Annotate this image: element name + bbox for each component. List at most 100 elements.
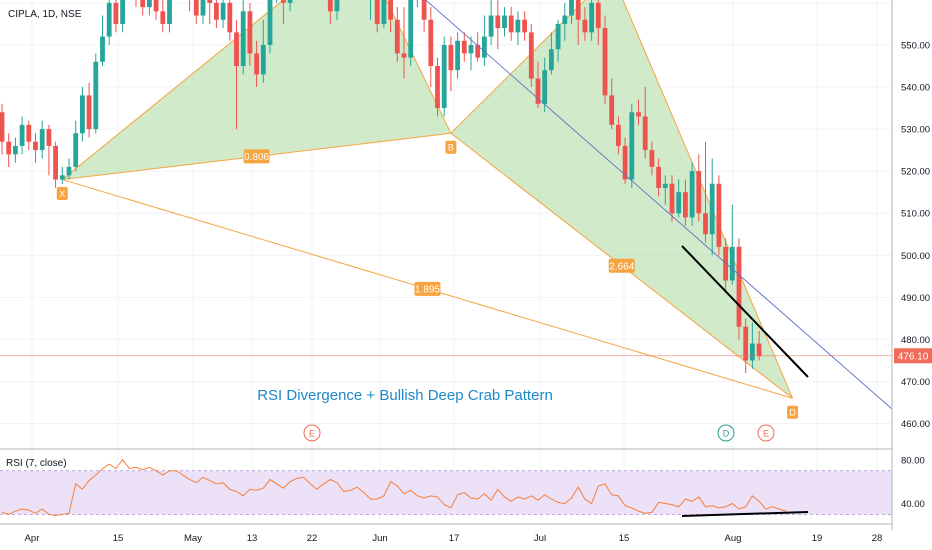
candle[interactable] [240, 0, 246, 75]
candle[interactable] [582, 7, 588, 41]
candle[interactable] [723, 238, 728, 294]
candle[interactable] [193, 0, 199, 24]
candle[interactable] [669, 175, 675, 222]
candle[interactable] [428, 7, 434, 88]
rsi-panel[interactable] [0, 458, 892, 517]
candle[interactable] [575, 0, 581, 45]
candle[interactable] [736, 238, 742, 340]
candle[interactable] [441, 36, 447, 117]
candle[interactable] [66, 158, 72, 180]
candle[interactable] [381, 0, 387, 29]
candle[interactable] [656, 158, 661, 197]
candle[interactable] [709, 158, 715, 256]
candle[interactable] [220, 0, 226, 29]
candle[interactable] [408, 0, 414, 66]
candle[interactable] [455, 32, 460, 79]
candle[interactable] [374, 0, 380, 33]
candle[interactable] [528, 23, 534, 88]
candle[interactable] [696, 154, 702, 222]
candle[interactable] [113, 0, 119, 33]
candle[interactable] [100, 15, 105, 66]
candle[interactable] [207, 0, 213, 24]
event-marker[interactable]: D [717, 424, 735, 442]
candle[interactable] [549, 32, 554, 75]
candle[interactable] [388, 0, 393, 33]
candle[interactable] [475, 32, 481, 62]
candle[interactable] [750, 322, 755, 369]
candle[interactable] [200, 0, 206, 24]
candle[interactable] [689, 162, 695, 226]
candle[interactable] [160, 0, 166, 33]
candle[interactable] [134, 0, 139, 8]
candle[interactable] [394, 7, 400, 62]
candle[interactable] [281, 0, 286, 24]
candle[interactable] [488, 0, 494, 45]
candle[interactable] [214, 0, 219, 29]
candle[interactable] [33, 133, 38, 163]
candle[interactable] [522, 11, 527, 41]
candle[interactable] [6, 133, 12, 167]
candle[interactable] [622, 137, 628, 184]
candle[interactable] [502, 7, 507, 37]
candle[interactable] [227, 0, 233, 41]
candle[interactable] [703, 141, 708, 243]
candle[interactable] [562, 2, 568, 41]
candle[interactable] [13, 137, 18, 163]
candle[interactable] [267, 0, 273, 54]
candle[interactable] [260, 19, 266, 83]
candle[interactable] [415, 0, 420, 8]
candle[interactable] [515, 11, 521, 45]
candle[interactable] [19, 116, 25, 155]
candle[interactable] [495, 0, 501, 50]
candle[interactable] [461, 32, 467, 62]
candle[interactable] [542, 57, 548, 113]
candle[interactable] [468, 36, 474, 71]
candle[interactable] [327, 0, 333, 24]
candle[interactable] [602, 15, 608, 104]
candle[interactable] [609, 78, 615, 130]
candle[interactable] [636, 99, 641, 125]
candles[interactable] [0, 0, 762, 374]
candle[interactable] [234, 19, 239, 130]
candle[interactable] [26, 120, 32, 151]
candle[interactable] [39, 120, 45, 159]
candle[interactable] [629, 103, 635, 188]
candle[interactable] [616, 116, 621, 155]
candle[interactable] [729, 204, 735, 285]
candle[interactable] [589, 0, 594, 41]
candle[interactable] [676, 179, 682, 218]
candle[interactable] [508, 7, 514, 41]
candle[interactable] [435, 57, 440, 117]
candle[interactable] [187, 0, 192, 12]
candle[interactable] [167, 0, 172, 33]
candle[interactable] [46, 124, 52, 176]
candle[interactable] [482, 15, 487, 66]
candle[interactable] [642, 87, 648, 159]
candle[interactable] [401, 7, 407, 79]
candle[interactable] [120, 0, 125, 33]
candle[interactable] [569, 0, 574, 24]
candle[interactable] [649, 141, 655, 176]
candle[interactable] [662, 175, 668, 205]
candle[interactable] [683, 179, 688, 226]
candle[interactable] [106, 0, 112, 45]
candle[interactable] [287, 0, 293, 12]
candle[interactable] [140, 0, 146, 16]
candle[interactable] [93, 53, 99, 134]
candle[interactable] [448, 36, 454, 92]
candle[interactable] [555, 19, 561, 62]
candle[interactable] [743, 318, 749, 374]
candle[interactable] [80, 87, 85, 142]
candle[interactable] [0, 103, 5, 155]
event-marker[interactable]: E [303, 424, 321, 442]
candle[interactable] [595, 0, 601, 45]
candle[interactable] [535, 61, 541, 109]
candle[interactable] [247, 2, 253, 66]
candle[interactable] [53, 141, 58, 188]
candle[interactable] [368, 0, 373, 20]
candle[interactable] [86, 82, 92, 138]
candle[interactable] [153, 0, 159, 20]
candle[interactable] [254, 40, 259, 88]
event-marker[interactable]: E [757, 424, 775, 442]
